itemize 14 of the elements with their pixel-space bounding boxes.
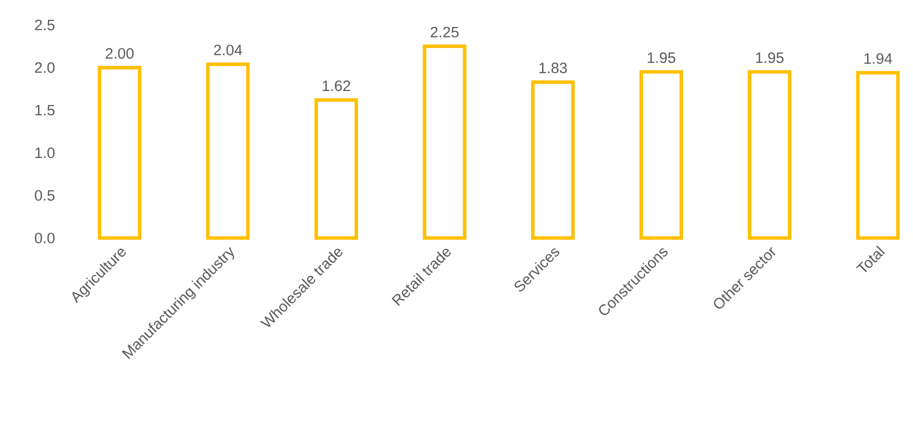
data-label: 2.00 <box>106 48 134 59</box>
data-label: 1.62 <box>322 80 350 92</box>
y-tick-label: 2.5 <box>35 20 55 30</box>
y-tick-label: 2.0 <box>35 62 55 73</box>
y-tick-label: 1.5 <box>35 104 55 116</box>
y-tick-label: 0.5 <box>34 190 55 201</box>
data-label: 1.95 <box>648 52 676 63</box>
data-label: 1.94 <box>864 53 892 64</box>
data-label: 1.83 <box>539 62 567 74</box>
y-tick-label: 0.0 <box>34 232 55 244</box>
data-label: 2.25 <box>430 26 459 38</box>
data-label: 1.95 <box>756 52 784 63</box>
data-label: 2.04 <box>214 44 242 56</box>
y-tick-label: 1.0 <box>35 147 55 158</box>
